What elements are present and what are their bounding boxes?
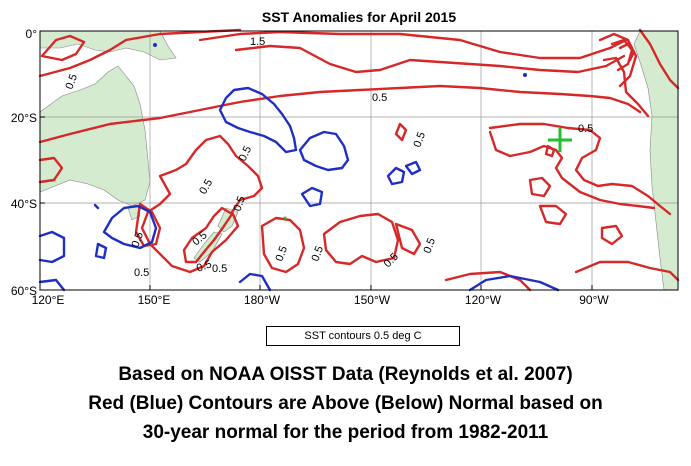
contour-label: 0.5 xyxy=(64,73,81,91)
caption-line-3: 30-year normal for the period from 1982-… xyxy=(142,422,549,443)
map-graticule xyxy=(40,31,678,290)
land-australia xyxy=(39,65,151,207)
lat-label-60s: 60°S xyxy=(11,284,37,298)
map-frame xyxy=(39,30,679,291)
lat-label-20s: 20°S xyxy=(11,111,37,125)
contour-label: 0.5 xyxy=(130,231,147,249)
caption-line-2: Red (Blue) Contours are Above (Below) No… xyxy=(88,393,603,414)
contour-label: 0.5 xyxy=(212,263,227,275)
lat-label-40s: 40°S xyxy=(11,197,37,211)
contour-label: 0.5 xyxy=(412,131,429,149)
lon-label-90w: 90°W xyxy=(579,293,609,307)
below-normal-contours xyxy=(38,86,560,292)
contour-label: 0.5 xyxy=(422,237,439,255)
contour-label: 0.5 xyxy=(274,245,291,263)
lon-label-150w: 150°W xyxy=(354,293,391,307)
axis-ticks xyxy=(39,30,593,291)
contour-label: 0.5 xyxy=(237,144,254,163)
latitude-labels: 0° 20°S 40°S 60°S xyxy=(11,27,37,298)
contour-label: 0.5 xyxy=(232,195,249,213)
lat-label-0: 0° xyxy=(26,27,38,41)
lon-label-120w: 120°W xyxy=(465,293,502,307)
contour-labels: 1.5 0.5 0.5 0.5 0.5 0.5 0.5 0.5 0.5 0.5 … xyxy=(64,36,594,279)
caption: Based on NOAA OISST Data (Reynolds et al… xyxy=(0,360,691,447)
location-marker xyxy=(548,128,572,152)
contour-label: 0.5 xyxy=(372,92,387,104)
contour-label: 1.5 xyxy=(250,36,265,48)
longitude-labels: 120°E 150°E 180°W 150°W 120°W 90°W xyxy=(32,293,610,307)
contour-label: 0.5 xyxy=(195,258,213,275)
contour-label: 0.5 xyxy=(310,245,327,263)
map-title: SST Anomalies for April 2015 xyxy=(261,9,457,25)
lon-label-180w: 180°W xyxy=(244,293,281,307)
isolated-points xyxy=(153,43,527,220)
lon-label-150e: 150°E xyxy=(138,293,171,307)
sst-anomaly-map: 1.5 0.5 0.5 0.5 0.5 0.5 0.5 0.5 0.5 0.5 … xyxy=(11,27,680,307)
lon-label-120e: 120°E xyxy=(32,293,65,307)
caption-line-1: Based on NOAA OISST Data (Reynolds et al… xyxy=(118,364,573,385)
contour-label: 0.5 xyxy=(578,123,593,135)
contour-label: 0.5 xyxy=(134,267,149,279)
contour-legend: SST contours 0.5 deg C xyxy=(266,326,460,346)
above-normal-contours xyxy=(38,28,680,292)
